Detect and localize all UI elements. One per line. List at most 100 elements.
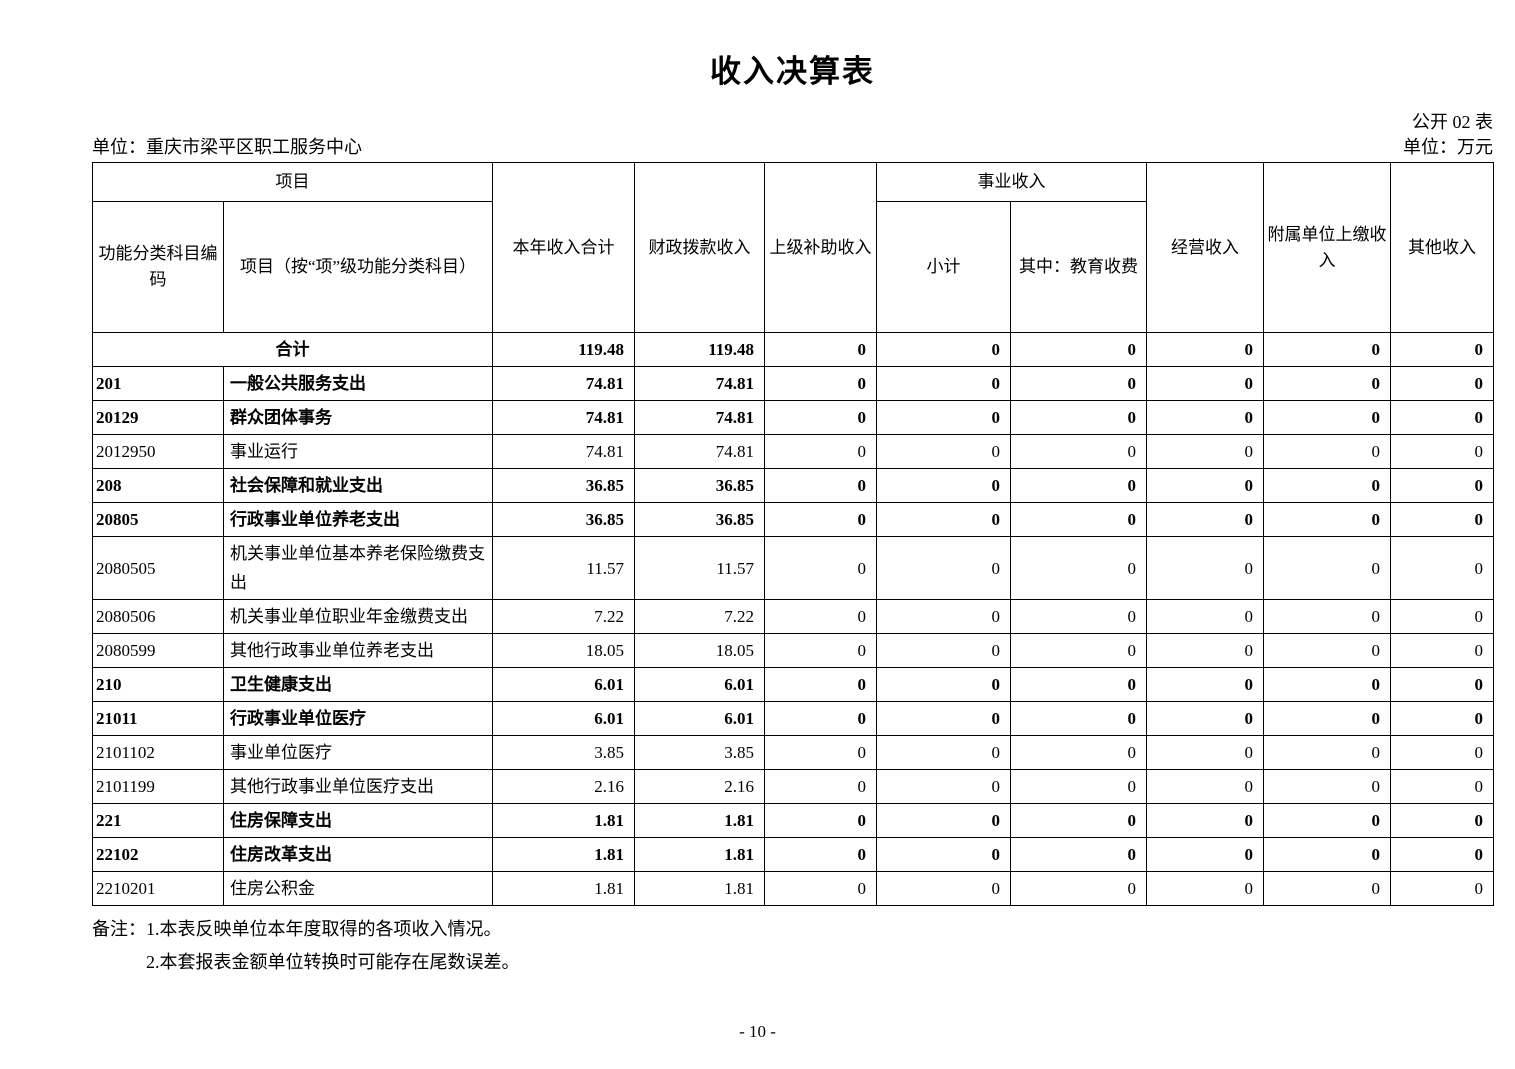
row-value-cell: 0	[764, 434, 877, 469]
row-value-cell: 0	[1390, 633, 1494, 668]
row-value-cell: 0	[876, 366, 1011, 401]
row-value-cell: 0	[876, 332, 1011, 367]
row-value-cell: 0	[1390, 701, 1494, 736]
row-value-cell: 0	[1263, 667, 1391, 702]
row-function-code: 2012950	[92, 434, 224, 469]
row-value-cell: 0	[1010, 735, 1147, 770]
row-item-name: 社会保障和就业支出	[223, 468, 493, 503]
row-value-cell: 1.81	[492, 871, 635, 906]
row-value-cell: 0	[1390, 735, 1494, 770]
row-value-cell: 0	[764, 769, 877, 804]
row-value-cell: 0	[1146, 332, 1264, 367]
row-value-cell: 0	[764, 599, 877, 634]
row-value-cell: 0	[1390, 332, 1494, 367]
row-value-cell: 0	[1146, 599, 1264, 634]
page-title: 收入决算表	[710, 54, 875, 89]
row-value-cell: 0	[764, 803, 877, 838]
row-value-cell: 0	[1390, 837, 1494, 872]
table-row: 2012950 事业运行 74.81 74.81 0 0 0 0 0 0	[92, 434, 1494, 469]
row-item-name: 住房公积金	[223, 871, 493, 906]
row-value-cell: 0	[1390, 599, 1494, 634]
table-row: 20805 行政事业单位养老支出 36.85 36.85 0 0 0 0 0 0	[92, 502, 1494, 537]
row-total-label: 合计	[92, 332, 493, 367]
row-function-code: 20805	[92, 502, 224, 537]
row-value-cell: 0	[1390, 871, 1494, 906]
row-value-cell: 0	[764, 468, 877, 503]
row-value-cell: 0	[1010, 502, 1147, 537]
row-value-cell: 0	[1146, 837, 1264, 872]
row-value-cell: 0	[1146, 536, 1264, 600]
row-value-cell: 18.05	[634, 633, 765, 668]
row-value-cell: 0	[1010, 701, 1147, 736]
header-total-income: 本年收入合计	[492, 162, 635, 333]
row-value-cell: 0	[1263, 502, 1391, 537]
row-function-code: 208	[92, 468, 224, 503]
row-value-cell: 0	[1390, 803, 1494, 838]
row-value-cell: 1.81	[492, 803, 635, 838]
row-value-cell: 11.57	[634, 536, 765, 600]
row-value-cell: 0	[876, 837, 1011, 872]
row-value-cell: 0	[1010, 332, 1147, 367]
table-row: 2080505 机关事业单位基本养老保险缴费支出 11.57 11.57 0 0 0 0 0 0	[92, 536, 1494, 600]
row-value-cell: 0	[876, 667, 1011, 702]
row-function-code: 2080599	[92, 633, 224, 668]
row-value-cell: 0	[876, 400, 1011, 435]
table-header: 项目 本年收入合计 财政拨款收入 上级补助收入 事业收入 经营收入 附属单位上缴…	[92, 162, 1494, 333]
row-value-cell: 0	[1010, 803, 1147, 838]
row-value-cell: 36.85	[634, 468, 765, 503]
row-value-cell: 6.01	[492, 701, 635, 736]
row-function-code: 201	[92, 366, 224, 401]
row-value-cell: 0	[1390, 468, 1494, 503]
row-value-cell: 0	[1010, 633, 1147, 668]
table-row: 合计 119.48 119.48 0 0 0 0 0 0	[92, 332, 1494, 367]
row-value-cell: 1.81	[492, 837, 635, 872]
row-value-cell: 1.81	[634, 803, 765, 838]
row-value-cell: 74.81	[492, 366, 635, 401]
row-value-cell: 0	[1263, 803, 1391, 838]
row-value-cell: 0	[764, 332, 877, 367]
row-value-cell: 0	[876, 633, 1011, 668]
table-row: 2101199 其他行政事业单位医疗支出 2.16 2.16 0 0 0 0 0 0	[92, 769, 1494, 804]
row-value-cell: 0	[1146, 400, 1264, 435]
row-value-cell: 36.85	[492, 502, 635, 537]
header-education-fee: 其中：教育收费	[1010, 201, 1147, 333]
row-value-cell: 0	[876, 803, 1011, 838]
row-value-cell: 0	[876, 502, 1011, 537]
row-item-name: 机关事业单位基本养老保险缴费支出	[223, 536, 493, 600]
row-value-cell: 74.81	[634, 434, 765, 469]
row-value-cell: 0	[876, 701, 1011, 736]
row-value-cell: 0	[764, 667, 877, 702]
row-value-cell: 0	[764, 536, 877, 600]
table-row: 208 社会保障和就业支出 36.85 36.85 0 0 0 0 0 0	[92, 468, 1494, 503]
row-value-cell: 0	[764, 837, 877, 872]
row-value-cell: 0	[1263, 434, 1391, 469]
table-code-label: 公开 02 表	[1412, 112, 1493, 132]
page-number: - 10 -	[739, 1022, 776, 1041]
table-row: 2080506 机关事业单位职业年金缴费支出 7.22 7.22 0 0 0 0 0 0	[92, 599, 1494, 634]
row-value-cell: 0	[1146, 667, 1264, 702]
row-value-cell: 0	[1146, 366, 1264, 401]
row-value-cell: 0	[1390, 502, 1494, 537]
header-business-income-group: 事业收入	[876, 162, 1147, 202]
row-function-code: 2080506	[92, 599, 224, 634]
table-row: 20129 群众团体事务 74.81 74.81 0 0 0 0 0 0	[92, 400, 1494, 435]
row-value-cell: 7.22	[634, 599, 765, 634]
row-value-cell: 0	[1263, 400, 1391, 435]
row-value-cell: 0	[1010, 599, 1147, 634]
row-value-cell: 0	[1390, 536, 1494, 600]
row-value-cell: 0	[1146, 803, 1264, 838]
row-value-cell: 0	[1146, 769, 1264, 804]
row-value-cell: 0	[1390, 366, 1494, 401]
row-value-cell: 0	[764, 400, 877, 435]
row-value-cell: 0	[876, 871, 1011, 906]
row-item-name: 其他行政事业单位养老支出	[223, 633, 493, 668]
row-function-code: 22102	[92, 837, 224, 872]
table-row: 210 卫生健康支出 6.01 6.01 0 0 0 0 0 0	[92, 667, 1494, 702]
note-1-text: 1.本表反映单位本年度取得的各项收入情况。	[146, 919, 502, 939]
row-value-cell: 0	[1146, 871, 1264, 906]
row-value-cell: 36.85	[492, 468, 635, 503]
row-value-cell: 0	[1146, 701, 1264, 736]
row-function-code: 2210201	[92, 871, 224, 906]
row-value-cell: 0	[1010, 667, 1147, 702]
row-value-cell: 0	[1263, 701, 1391, 736]
